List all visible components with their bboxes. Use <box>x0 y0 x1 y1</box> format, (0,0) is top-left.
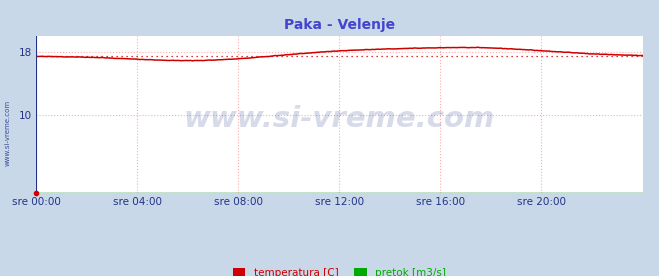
Text: www.si-vreme.com: www.si-vreme.com <box>184 105 495 133</box>
Title: Paka - Velenje: Paka - Velenje <box>284 18 395 32</box>
Legend: temperatura [C], pretok [m3/s]: temperatura [C], pretok [m3/s] <box>229 264 450 276</box>
Text: www.si-vreme.com: www.si-vreme.com <box>5 99 11 166</box>
